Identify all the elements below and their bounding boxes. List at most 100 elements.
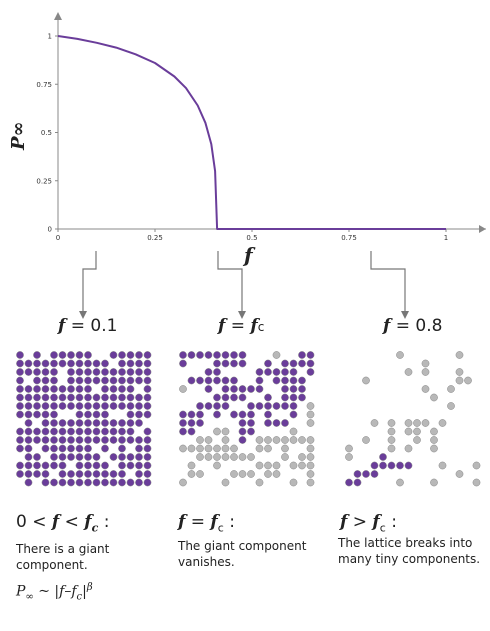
lattice-node — [289, 359, 298, 368]
cond-3-sub: c — [379, 521, 386, 535]
lattice-node — [126, 478, 135, 487]
lattice-node — [84, 453, 92, 461]
lattice-node — [413, 419, 421, 427]
lattice-node — [126, 427, 135, 436]
lattice-node — [204, 385, 213, 393]
lattice-node — [75, 470, 84, 478]
formula-f: f — [59, 583, 65, 600]
panel-2-description-text: The giant component vanishes. — [178, 539, 307, 569]
lattice-node — [264, 410, 272, 419]
lattice-node — [306, 419, 315, 427]
lattice-node — [135, 368, 143, 376]
lattice-f-critical — [179, 351, 315, 487]
lattice-node — [438, 419, 447, 427]
lattice-node — [264, 444, 272, 453]
lattice-node — [255, 436, 264, 444]
lattice-node — [67, 385, 75, 393]
lattice-node — [75, 419, 84, 427]
x-axis-arrowhead — [479, 225, 486, 233]
panel-2-f-symbol: f — [218, 316, 226, 336]
lattice-node — [255, 385, 264, 393]
x-tick-label: 1 — [444, 234, 448, 242]
lattice-node — [101, 419, 109, 427]
x-axis-label: f — [244, 243, 253, 267]
lattice-node — [213, 453, 221, 461]
lattice-node — [58, 461, 67, 470]
lattice-node — [41, 436, 50, 444]
lattice-node — [118, 376, 126, 385]
lattice-node — [221, 393, 230, 402]
lattice-node — [221, 385, 230, 393]
lattice-node — [255, 376, 264, 385]
lattice-node — [92, 368, 101, 376]
lattice-node — [438, 461, 447, 470]
lattice-node — [75, 385, 84, 393]
lattice-node — [16, 427, 24, 436]
lattice-node — [430, 436, 438, 444]
panel-1-condition: 0 < f < fc : — [16, 512, 109, 534]
lattice-node — [213, 461, 221, 470]
lattice-node — [109, 385, 118, 393]
lattice-node — [118, 470, 126, 478]
lattice-node — [67, 376, 75, 385]
lattice-node — [289, 376, 298, 385]
lattice-node — [135, 453, 143, 461]
lattice-node — [75, 444, 84, 453]
x-tick-label: 0.5 — [246, 234, 257, 242]
lattice-node — [281, 436, 289, 444]
lattice-node — [135, 359, 143, 368]
lattice-node — [353, 470, 362, 478]
lattice-node — [143, 359, 152, 368]
lattice-node — [92, 402, 101, 410]
lattice-node — [84, 385, 92, 393]
lattice-node — [387, 427, 396, 436]
lattice-node — [379, 461, 387, 470]
lattice-node — [135, 376, 143, 385]
lattice-node — [67, 470, 75, 478]
lattice-node — [84, 351, 92, 359]
lattice-node — [345, 478, 353, 487]
arrowhead-panel-3 — [401, 311, 409, 319]
lattice-node — [24, 368, 33, 376]
lattice-node — [413, 436, 421, 444]
lattice-node — [455, 470, 464, 478]
lattice-node — [126, 368, 135, 376]
lattice-node — [58, 427, 67, 436]
lattice-node — [16, 461, 24, 470]
lattice-node — [33, 410, 41, 419]
lattice-node — [135, 436, 143, 444]
lattice-node — [58, 359, 67, 368]
lattice-node — [58, 385, 67, 393]
lattice-node — [247, 470, 255, 478]
lattice-node — [196, 470, 204, 478]
lattice-node — [204, 368, 213, 376]
lattice-node — [247, 453, 255, 461]
lattice-node — [298, 359, 306, 368]
lattice-node — [24, 453, 33, 461]
cond-2-colon: : — [229, 512, 235, 532]
lattice-node — [41, 368, 50, 376]
lattice-node — [472, 478, 481, 487]
lattice-node — [455, 351, 464, 359]
cond-3-colon: : — [391, 512, 397, 532]
lattice-node — [187, 461, 196, 470]
lattice-node — [24, 385, 33, 393]
lattice-node — [204, 402, 213, 410]
panel-3-label: f = 0.8 — [383, 316, 442, 336]
lattice-node — [118, 359, 126, 368]
lattice-node — [238, 359, 247, 368]
lattice-node — [281, 376, 289, 385]
lattice-node — [221, 376, 230, 385]
lattice-node — [118, 393, 126, 402]
panel-1-f-symbol: f — [58, 316, 66, 336]
lattice-node — [298, 453, 306, 461]
lattice-node — [204, 376, 213, 385]
cond-3-f: f — [340, 512, 348, 532]
lattice-node — [387, 444, 396, 453]
lattice-node — [247, 385, 255, 393]
lattice-node — [24, 436, 33, 444]
lattice-node — [238, 427, 247, 436]
lattice-node — [306, 453, 315, 461]
lattice-node — [404, 427, 413, 436]
lattice-node — [16, 436, 24, 444]
